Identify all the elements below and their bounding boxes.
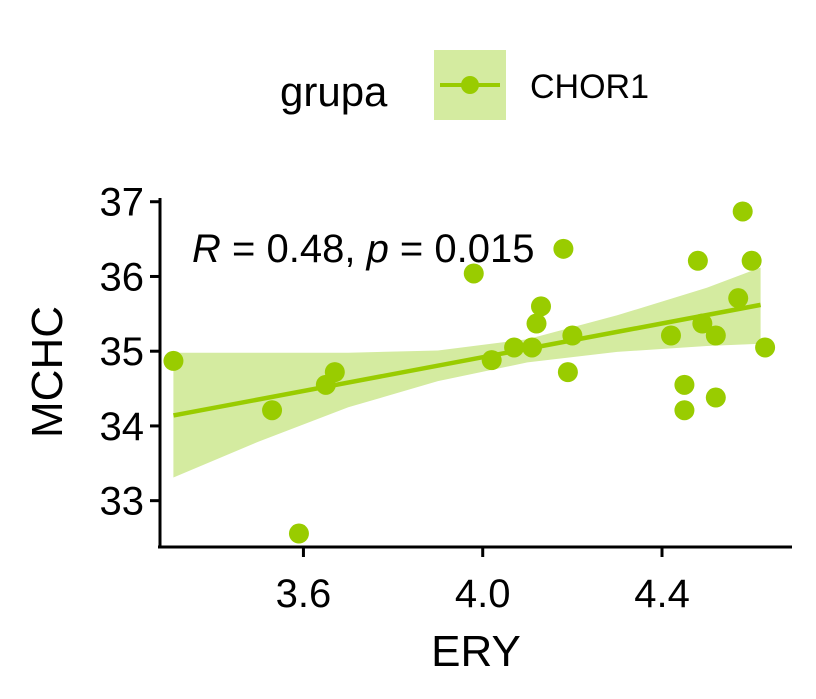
data-point [553,238,574,259]
data-point [504,337,525,358]
data-point [674,374,695,395]
y-tick-label: 34 [100,405,145,449]
data-point [324,362,345,383]
data-point [674,400,695,421]
x-axis-title: ERY [431,627,521,676]
data-point [687,250,708,271]
data-point [288,523,309,544]
regression-line-layer [173,302,762,418]
x-ticks: 3.6 4.0 4.4 [276,547,690,616]
data-point [741,250,762,271]
p-symbol: p [366,227,389,271]
legend-label-chor1: CHOR1 [530,68,649,106]
y-tick-label: 35 [100,330,145,374]
y-ticks: 33 34 35 36 37 [100,181,160,524]
data-point [522,337,543,358]
legend-key-point [461,76,479,94]
confidence-band [173,267,761,478]
data-point [562,325,583,346]
x-tick-label: 3.6 [276,572,332,616]
y-axis-title: MCHC [23,306,72,438]
regression-line [173,302,762,418]
x-tick-label: 4.4 [634,572,690,616]
data-point [530,296,551,317]
points-layer [163,201,776,544]
data-point [692,313,713,334]
y-tick-label: 37 [100,181,145,225]
y-tick-label: 33 [100,480,145,524]
y-tick-label: 36 [100,255,145,299]
confidence-band-layer [173,267,761,478]
r-value: = 0.48, [221,227,367,271]
axes [158,198,792,549]
data-point [732,201,753,222]
data-point [660,325,681,346]
r-symbol: R [192,227,221,271]
legend-title: grupa [280,68,388,115]
data-point [705,325,726,346]
data-point [526,313,547,334]
x-tick-label: 4.0 [455,572,511,616]
data-point [463,263,484,284]
data-point [728,288,749,309]
legend: grupa CHOR1 [280,50,649,120]
data-point [262,400,283,421]
p-value: = 0.015 [389,227,535,271]
data-point [755,337,776,358]
data-point [705,387,726,408]
correlation-annotation: R = 0.48, p = 0.015 [192,227,535,271]
data-point [557,362,578,383]
data-point [481,350,502,371]
data-point [163,350,184,371]
